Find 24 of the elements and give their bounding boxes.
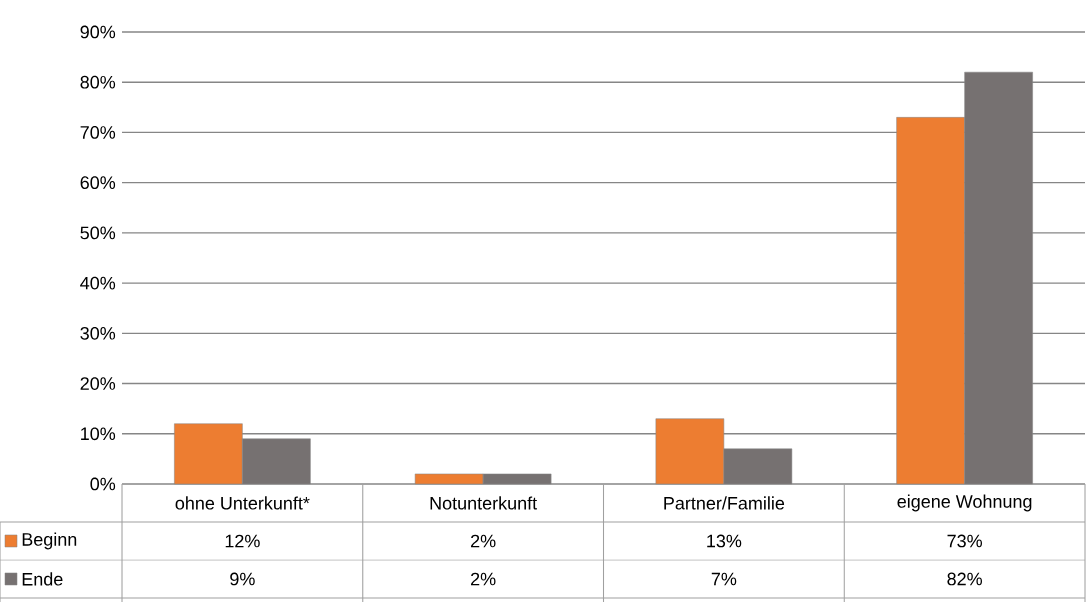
x-tick-label: Partner/Familie bbox=[664, 496, 785, 510]
legend-label: Ende bbox=[22, 572, 63, 586]
y-tick-label: 0% bbox=[90, 477, 116, 491]
data-label: 13% bbox=[707, 534, 742, 548]
y-tick-label: 70% bbox=[80, 126, 116, 139]
y-tick-label: 30% bbox=[80, 326, 116, 340]
y-tick-label: 90% bbox=[80, 25, 116, 39]
data-label: 2% bbox=[471, 572, 496, 586]
x-tick-label: eigene Wohnung bbox=[897, 494, 1032, 512]
data-label: 73% bbox=[947, 534, 982, 548]
y-tick-label: 20% bbox=[80, 377, 116, 390]
data-label: 9% bbox=[230, 572, 255, 586]
y-tick-label: 40% bbox=[80, 276, 116, 290]
x-tick-label: ohne Unterkunft* bbox=[175, 496, 310, 510]
data-label: 2% bbox=[471, 534, 496, 548]
y-tick-label: 60% bbox=[80, 176, 116, 190]
x-tick-label: Notunterkunft bbox=[430, 496, 538, 510]
data-label: 7% bbox=[711, 572, 737, 586]
data-label: 82% bbox=[947, 572, 982, 586]
y-tick-label: 80% bbox=[80, 75, 116, 89]
y-tick-label: 50% bbox=[80, 226, 116, 240]
data-label: 12% bbox=[225, 534, 260, 548]
legend-label: Beginn bbox=[22, 532, 77, 550]
y-tick-label: 10% bbox=[81, 427, 116, 441]
